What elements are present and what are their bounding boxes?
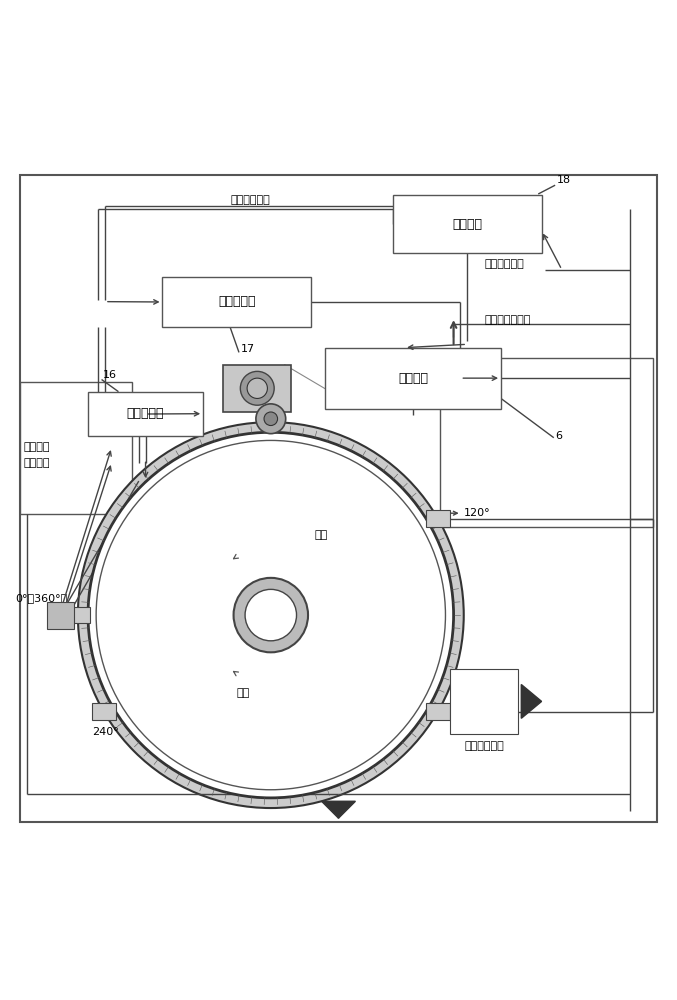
Text: 1: 1: [481, 688, 487, 698]
Text: 1: 1: [458, 721, 465, 731]
Text: 左转: 左转: [237, 688, 250, 698]
Text: 伺服电机: 伺服电机: [398, 372, 428, 385]
FancyBboxPatch shape: [426, 703, 450, 720]
Text: 0: 0: [458, 688, 465, 698]
Circle shape: [256, 404, 286, 434]
FancyBboxPatch shape: [325, 348, 501, 409]
Text: 开锁信号: 开锁信号: [24, 442, 50, 452]
FancyBboxPatch shape: [426, 510, 450, 527]
FancyBboxPatch shape: [20, 382, 132, 514]
Circle shape: [88, 432, 454, 798]
Text: 控制电脑: 控制电脑: [452, 218, 482, 231]
Text: 16: 16: [103, 370, 117, 380]
Text: 0: 0: [503, 721, 510, 731]
Text: 到位信号组合: 到位信号组合: [464, 741, 504, 751]
Text: 右转: 右转: [315, 530, 328, 540]
Text: 0: 0: [458, 672, 465, 682]
FancyBboxPatch shape: [47, 602, 74, 629]
Circle shape: [78, 422, 464, 808]
Text: 液压方向阀: 液压方向阀: [127, 407, 165, 420]
Circle shape: [96, 440, 445, 790]
Text: 0: 0: [481, 721, 487, 731]
Circle shape: [234, 578, 308, 652]
Text: 伺服驱动器: 伺服驱动器: [218, 295, 256, 308]
Text: 回锁输入总线: 回锁输入总线: [484, 259, 524, 269]
Polygon shape: [521, 684, 542, 718]
Circle shape: [264, 412, 278, 426]
Text: 0: 0: [481, 672, 487, 682]
Text: 6: 6: [555, 431, 562, 441]
FancyBboxPatch shape: [223, 365, 291, 412]
FancyBboxPatch shape: [393, 195, 542, 253]
Text: 1: 1: [458, 704, 465, 714]
Text: 0: 0: [503, 672, 510, 682]
FancyBboxPatch shape: [66, 607, 90, 623]
FancyBboxPatch shape: [450, 669, 518, 734]
FancyBboxPatch shape: [91, 703, 116, 720]
Text: 上锁信号: 上锁信号: [24, 458, 50, 468]
Text: 0: 0: [503, 688, 510, 698]
Circle shape: [240, 371, 274, 405]
Circle shape: [245, 589, 297, 641]
FancyBboxPatch shape: [20, 175, 657, 822]
Text: 1: 1: [481, 704, 487, 714]
FancyBboxPatch shape: [162, 277, 311, 327]
Text: 120°: 120°: [464, 508, 490, 518]
FancyBboxPatch shape: [440, 358, 653, 527]
Text: 0: 0: [503, 704, 510, 714]
Text: 17: 17: [240, 344, 255, 354]
Text: 控制输出总线: 控制输出总线: [231, 195, 270, 205]
Text: 240°: 240°: [91, 727, 118, 737]
Text: 编码器脉冲信号: 编码器脉冲信号: [484, 315, 531, 325]
Text: 180°: 180°: [452, 723, 478, 733]
Polygon shape: [322, 801, 355, 818]
Text: 18: 18: [557, 175, 571, 185]
FancyBboxPatch shape: [88, 392, 203, 436]
Circle shape: [247, 378, 267, 398]
Text: 0°（360°）: 0°（360°）: [16, 593, 68, 603]
